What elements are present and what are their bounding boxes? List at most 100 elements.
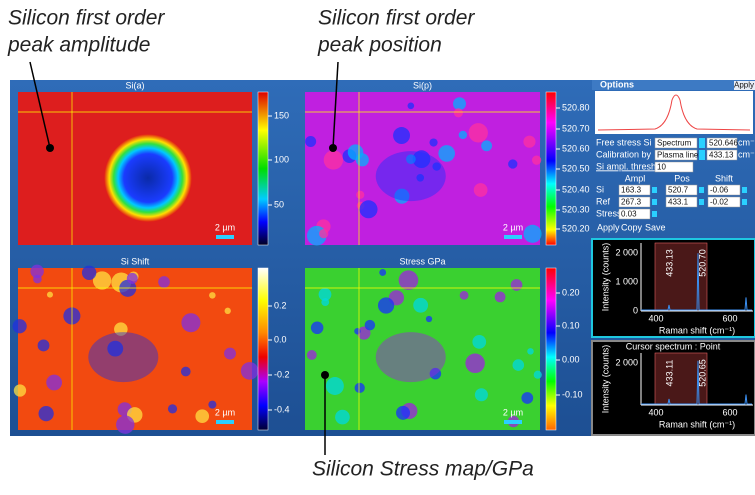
- map-texture: [82, 266, 96, 280]
- map-texture: [209, 292, 216, 299]
- colorbar: [258, 92, 268, 245]
- field-value: 0.03: [621, 210, 637, 219]
- map-texture: [513, 359, 525, 371]
- color-chip: [742, 187, 747, 193]
- annotation-dot: [321, 371, 329, 379]
- apply-top-label[interactable]: Apply: [734, 81, 754, 90]
- map-texture: [33, 275, 42, 284]
- map-texture: [379, 269, 386, 276]
- x-axis-label: Raman shift (cm⁻¹): [659, 325, 735, 335]
- unit: cm⁻¹: [738, 137, 755, 147]
- map-texture: [127, 273, 138, 284]
- peak-label: 520.70: [697, 249, 707, 277]
- map-texture: [521, 392, 533, 404]
- map-texture: [508, 159, 517, 168]
- field-value: 267.3: [621, 198, 642, 207]
- map-feature: [88, 332, 158, 382]
- y-tick-label: 2 000: [615, 247, 638, 257]
- map-texture: [241, 362, 259, 380]
- button[interactable]: Save: [645, 222, 666, 232]
- field-value[interactable]: 520.646: [709, 139, 738, 148]
- row-label: Ref: [596, 196, 611, 206]
- button[interactable]: Copy: [621, 222, 643, 232]
- options-title: Options: [600, 79, 634, 89]
- field-value: 520.7: [668, 186, 689, 195]
- colorbar-tick-label: 0.0: [274, 334, 287, 344]
- screenshot: Si(a)2 µm15010050Si(p)2 µm520.80520.7052…: [0, 0, 755, 490]
- amplitude-blob: [104, 134, 192, 222]
- map-texture: [168, 404, 177, 413]
- colorbar-tick-label: 0.00: [562, 354, 580, 364]
- map-texture: [319, 229, 328, 238]
- button[interactable]: Apply: [597, 222, 620, 232]
- map-texture: [472, 335, 486, 349]
- map-texture: [14, 384, 26, 396]
- table-header: Ampl: [625, 173, 646, 183]
- map-texture: [181, 367, 191, 377]
- colorbar: [258, 268, 268, 430]
- map-texture: [307, 350, 317, 360]
- annotation: Silicon first order: [8, 7, 165, 30]
- field-value[interactable]: 433.13: [709, 151, 734, 160]
- map-feature: [376, 151, 446, 201]
- map-texture: [399, 270, 419, 290]
- map-texture: [453, 97, 466, 110]
- peak-label: 433.13: [664, 249, 674, 277]
- map-texture: [356, 191, 364, 199]
- field-value[interactable]: Spectrum: [657, 139, 692, 148]
- colorbar-tick-label: 0.2: [274, 300, 287, 310]
- map-texture: [324, 150, 343, 169]
- map-texture: [523, 136, 535, 148]
- map-title: Si(a): [125, 80, 144, 90]
- field-value[interactable]: Plasma line: [657, 151, 699, 160]
- annotation-dot: [46, 144, 54, 152]
- x-tick-label: 600: [722, 407, 737, 417]
- colorbar-tick-label: 520.50: [562, 163, 590, 173]
- dropdown-arrow[interactable]: [699, 138, 705, 148]
- colorbar-tick-label: -0.10: [562, 389, 583, 399]
- map-texture: [438, 145, 455, 162]
- x-tick-label: 400: [648, 313, 663, 323]
- map-texture: [511, 279, 523, 291]
- field-value[interactable]: 10: [657, 163, 666, 172]
- scale-bar: [504, 420, 522, 424]
- map-texture: [459, 131, 467, 139]
- map-texture: [321, 298, 329, 306]
- colorbar-tick-label: 100: [274, 154, 289, 164]
- color-chip: [742, 199, 747, 205]
- dropdown-arrow[interactable]: [699, 150, 705, 160]
- scale-bar: [216, 420, 234, 424]
- map-texture: [524, 225, 542, 243]
- peak-label: 433.11: [664, 360, 674, 387]
- map-texture: [47, 292, 53, 298]
- map-texture: [354, 328, 360, 334]
- color-chip: [652, 211, 657, 217]
- map-texture: [46, 375, 62, 391]
- map-texture: [469, 123, 488, 142]
- map-texture: [396, 406, 410, 420]
- color-chip: [652, 199, 657, 205]
- y-tick-label: 0: [633, 305, 638, 315]
- map-title: Si(p): [413, 80, 432, 90]
- colorbar-tick-label: 0.20: [562, 287, 580, 297]
- map-texture: [378, 297, 394, 313]
- y-tick-label: 1 000: [615, 276, 638, 286]
- map-texture: [39, 406, 54, 421]
- y-axis-label: Intensity (counts): [600, 243, 610, 312]
- color-chip: [652, 187, 657, 193]
- map-texture: [429, 138, 437, 146]
- preview-plot: [595, 91, 753, 134]
- colorbar-tick-label: 520.60: [562, 143, 590, 153]
- unit: cm⁻¹: [738, 149, 755, 159]
- colorbar: [546, 92, 556, 245]
- colorbar-tick-label: 520.80: [562, 102, 590, 112]
- map-texture: [465, 354, 485, 374]
- color-chip: [699, 199, 704, 205]
- map-texture: [393, 127, 410, 144]
- annotation: Silicon Stress map/GPa: [312, 458, 534, 481]
- map-title: Stress GPa: [399, 256, 445, 266]
- colorbar-tick-label: 50: [274, 199, 284, 209]
- map-texture: [326, 377, 344, 395]
- annotation: peak position: [317, 34, 442, 57]
- map-texture: [116, 415, 134, 433]
